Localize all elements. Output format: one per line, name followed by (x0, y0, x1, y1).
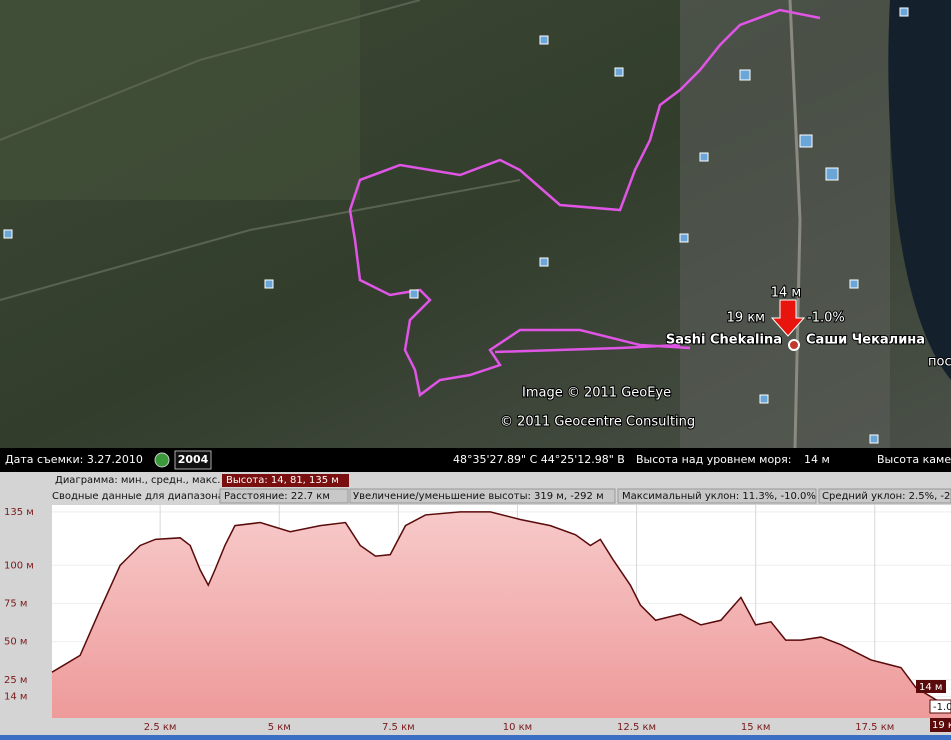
distance-box[interactable] (219, 488, 349, 504)
position-marker (788, 339, 800, 351)
y-tick-label: 50 м (4, 637, 27, 648)
distance: Расстояние: 22.7 км (224, 491, 330, 502)
history-button[interactable] (154, 452, 170, 468)
imagery-date: Дата съемки: 3.27.2010 (5, 453, 143, 466)
cursor-elevation: 14 м (771, 286, 801, 301)
elevation-area (52, 511, 951, 718)
cursor-box (929, 699, 951, 714)
place-icons (3, 7, 909, 444)
map-view[interactable]: 14 м 19 км -1.0% Sashi Chekalina Саши Че… (0, 0, 951, 449)
y-axis-panel (0, 505, 52, 740)
summary-label: Сводные данные для диапазона: (52, 491, 227, 502)
camera-altitude: Высота каме (877, 453, 951, 466)
elevation-profile[interactable]: 14 м 25 м 50 м 75 м 100 м 135 м 2.5 км 5 км 7.5 … (0, 505, 951, 740)
max-slope: Максимальный уклон: 11.3%, -10.0% (622, 491, 816, 502)
x-tick-label: 17.5 км (855, 722, 894, 733)
y-tick-label: 14 м (4, 692, 27, 703)
y-tick-label: 25 м (4, 675, 27, 686)
town-area (680, 0, 890, 448)
street-label: Саши Чекалина (806, 333, 925, 348)
cursor-box (930, 718, 951, 732)
road (788, 0, 802, 449)
coordinates: 48°35'27.89" С 44°25'12.98" В (453, 453, 625, 466)
x-tick-label: 2.5 км (144, 722, 177, 733)
place-label: пос (928, 355, 951, 370)
position-arrow (770, 299, 806, 337)
gain-box[interactable] (349, 488, 616, 504)
elevation-label: Высота над уровнем моря: (636, 453, 791, 466)
chart-mode: Диаграмма: мин., средн., макс. (55, 475, 220, 486)
year-box[interactable] (174, 450, 212, 470)
data-credit: © 2011 Geocentre Consulting (500, 415, 695, 430)
height-summary: Высота: 14, 81, 135 м (226, 475, 339, 486)
y-tick-label: 100 м (4, 560, 34, 571)
sea (888, 0, 951, 380)
cursor-box (916, 680, 946, 693)
tracks (0, 0, 521, 301)
cursor-slope: -1.0% (807, 311, 845, 326)
x-tick-label: 7.5 км (382, 722, 415, 733)
x-tick-label: 12.5 км (617, 722, 656, 733)
cursor-distance: 19 км (932, 720, 951, 731)
image-credit: Image © 2011 GeoEye (522, 386, 671, 401)
elevation-line (51, 511, 951, 705)
year: 2004 (178, 453, 209, 466)
elevation-gain: Увеличение/уменьшение высоты: 319 м, -29… (353, 491, 604, 502)
elevation-value: 14 м (804, 453, 830, 466)
x-tick-label: 15 км (741, 722, 771, 733)
cursor-elevation: 14 м (919, 682, 942, 693)
height-box[interactable] (222, 474, 349, 487)
avg-slope: Средний уклон: 2.5%, -2. (822, 491, 951, 502)
x-tick-label: 10 км (503, 722, 533, 733)
cursor-distance: 19 км (727, 311, 765, 326)
cursor-slope: -1.0 (933, 702, 951, 713)
x-tick-label: 5 км (268, 722, 291, 733)
y-tick-label: 135 м (4, 507, 34, 518)
x-axis-panel (0, 718, 951, 740)
avg-slope-box[interactable] (818, 488, 951, 504)
gps-track (348, 8, 821, 398)
y-tick-label: 75 м (4, 598, 27, 609)
window-edge (0, 735, 951, 740)
fields (0, 0, 360, 200)
max-slope-box[interactable] (617, 488, 817, 504)
street-label: Sashi Chekalina (666, 333, 782, 348)
